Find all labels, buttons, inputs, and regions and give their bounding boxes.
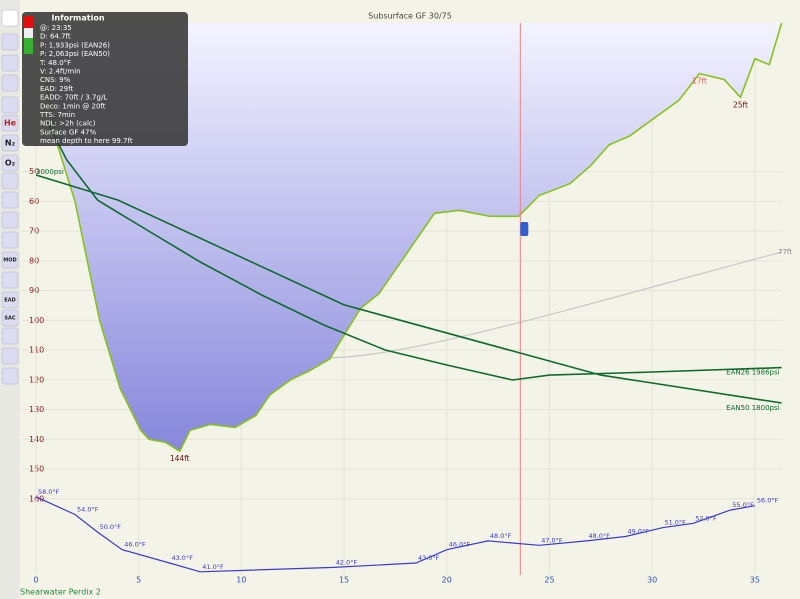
y-tick-label: 150 xyxy=(29,465,44,474)
event-icon xyxy=(520,222,529,236)
temperature-label: 43.0°F xyxy=(418,554,440,562)
temperature-label: 56.0°F xyxy=(757,497,779,505)
y-tick-label: 110 xyxy=(29,346,44,355)
depth-line xyxy=(35,22,783,453)
info-title: Information xyxy=(51,14,104,23)
tool-button[interactable] xyxy=(1,327,19,345)
info-line: mean depth to here 99.7ft xyxy=(40,137,133,145)
x-tick-label: 0 xyxy=(33,576,38,585)
tool-label: N₂ xyxy=(5,139,16,148)
tool-button[interactable] xyxy=(1,231,19,249)
pressure-line xyxy=(35,174,782,404)
temperature-label: 47.0°F xyxy=(541,536,563,544)
tool-button[interactable] xyxy=(1,309,19,327)
depth-annotation: 144ft xyxy=(170,454,190,463)
x-tick-label: 25 xyxy=(544,576,554,585)
temperature-label: 50.0°F xyxy=(100,523,122,531)
info-line: Deco: 1min @ 20ft xyxy=(40,102,106,110)
tool-label: O₂ xyxy=(5,159,16,168)
temperature-label: 48.0°F xyxy=(490,532,512,540)
temperature-label: 58.0°F xyxy=(38,488,60,496)
chart-title: Subsurface GF 30/75 xyxy=(368,12,452,21)
info-line: NDL: >2h (calc) xyxy=(40,120,96,128)
mod-label: 77ft xyxy=(778,248,792,256)
gas-bar-red xyxy=(24,16,33,28)
y-tick-label: 100 xyxy=(29,316,44,325)
info-panel xyxy=(22,12,188,146)
x-tick-label: 35 xyxy=(750,576,760,585)
tool-button[interactable] xyxy=(1,347,19,365)
dive-computer: Shearwater Perdix 2 xyxy=(20,588,101,597)
temperature-label: 42.0°F xyxy=(336,558,358,566)
y-tick-label: 90 xyxy=(29,286,39,295)
tool-button[interactable] xyxy=(1,96,19,114)
temperature-label: 51.0°F xyxy=(664,519,686,527)
y-tick-label: 80 xyxy=(29,256,39,265)
info-line: P: 2,063psi (EAN50) xyxy=(40,50,110,58)
x-tick-label: 20 xyxy=(442,576,452,585)
tool-button[interactable] xyxy=(1,33,19,51)
x-tick-label: 5 xyxy=(136,576,141,585)
depth-annotation: 17ft xyxy=(692,77,707,86)
temperature-label: 41.0°F xyxy=(202,563,224,571)
temperature-label: 43.0°F xyxy=(171,554,193,562)
x-tick-label: 10 xyxy=(236,576,246,585)
info-line: P: 1,933psi (EAN26) xyxy=(40,41,110,49)
temperature-line xyxy=(35,496,756,573)
tool-label: MOD xyxy=(3,258,16,264)
tool-button[interactable] xyxy=(1,114,19,132)
depth-annotation: 25ft xyxy=(733,100,748,109)
gas-bar-white xyxy=(24,28,33,38)
tool-button[interactable] xyxy=(1,211,19,229)
y-tick-label: 70 xyxy=(29,227,39,236)
tool-button[interactable] xyxy=(1,291,19,309)
pressure-line xyxy=(45,119,782,381)
y-tick-label: 160 xyxy=(29,494,44,503)
info-line: EADD: 70ft / 3.7g/L xyxy=(40,94,107,102)
temperature-label: 46.0°F xyxy=(124,541,146,549)
temperature-label: 55.0°F xyxy=(732,501,754,509)
y-tick-label: 50 xyxy=(29,167,39,176)
info-line: T: 48.0°F xyxy=(39,59,71,67)
info-line: CNS: 9% xyxy=(40,76,71,84)
y-tick-label: 130 xyxy=(29,405,44,414)
y-tick-label: 140 xyxy=(29,435,44,444)
gas-bar-green xyxy=(24,38,33,54)
tool-button[interactable] xyxy=(1,271,19,289)
x-tick-label: 30 xyxy=(647,576,657,585)
tool-label: SAC xyxy=(4,316,15,322)
info-line: D: 64.7ft xyxy=(40,33,71,41)
x-tick-label: 15 xyxy=(339,576,349,585)
info-line: EAD: 29ft xyxy=(40,85,73,93)
tool-button[interactable] xyxy=(1,74,19,92)
depth-area xyxy=(36,23,782,452)
temperature-label: 49.0°F xyxy=(627,528,649,536)
temperature-label: 48.0°F xyxy=(588,532,610,540)
info-line: Surface GF 47% xyxy=(40,128,96,136)
tool-button[interactable] xyxy=(1,54,19,72)
tool-button[interactable] xyxy=(1,172,19,190)
tool-button[interactable] xyxy=(1,367,19,385)
info-line: V: 2.4ft/min xyxy=(40,68,81,76)
info-line: @: 23:35 xyxy=(40,24,72,32)
tool-button[interactable] xyxy=(1,9,19,27)
y-tick-label: 60 xyxy=(29,197,39,206)
tool-label: EAD xyxy=(4,298,15,304)
pressure-label: EAN50 1800psi xyxy=(726,404,779,412)
pressure-start-label: 3000psi xyxy=(36,168,64,176)
info-line: TTS: 7min xyxy=(39,111,75,119)
tool-button[interactable] xyxy=(1,134,19,152)
tool-label: He xyxy=(4,119,17,128)
y-tick-label: 120 xyxy=(29,375,44,384)
temperature-label: 52.0°F xyxy=(695,514,717,522)
temperature-label: 46.0°F xyxy=(449,541,471,549)
temperature-label: 54.0°F xyxy=(77,505,99,513)
tool-button[interactable] xyxy=(1,154,19,172)
tool-button[interactable] xyxy=(1,251,19,269)
pressure-label: EAN26 1986psi xyxy=(726,369,779,377)
tool-button[interactable] xyxy=(1,191,19,209)
